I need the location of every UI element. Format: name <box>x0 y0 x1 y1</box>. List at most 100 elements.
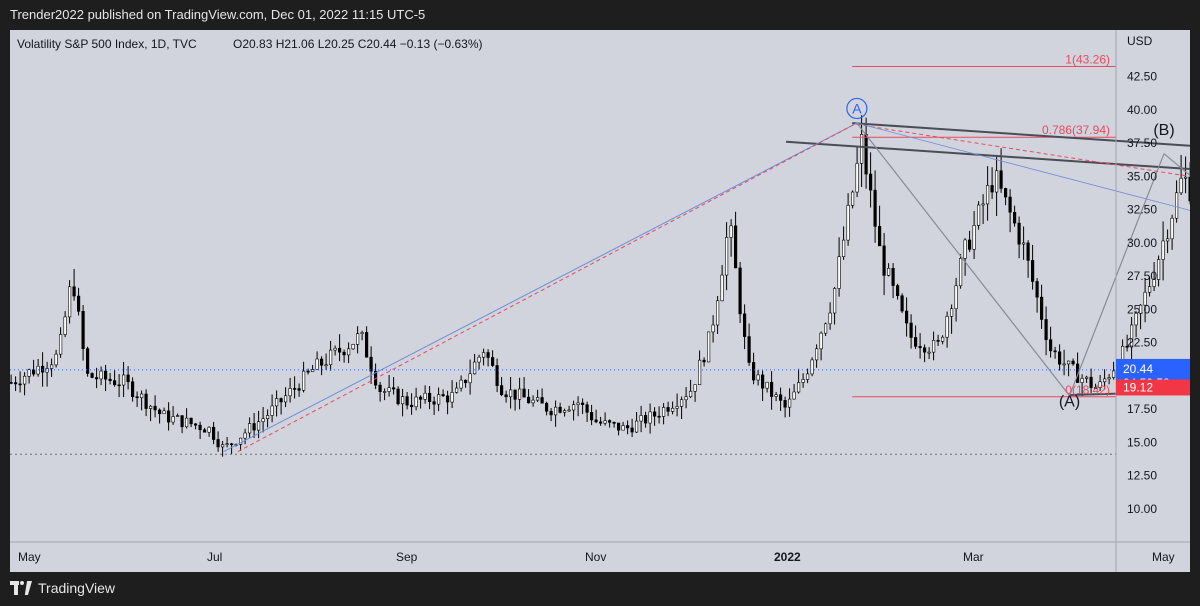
drawings <box>10 65 1190 453</box>
time-axis[interactable]: MayJulSepNov2022MarMayJulSepNov2023Mar <box>18 550 1190 564</box>
candle-body <box>603 420 607 424</box>
candle-body <box>720 274 724 302</box>
candle-body <box>117 384 121 387</box>
candle-body <box>594 419 598 423</box>
candle-body <box>207 426 211 433</box>
candle-body <box>814 348 819 361</box>
candle-body <box>1094 387 1098 389</box>
x-tick-label: Nov <box>585 550 606 564</box>
chart-panel[interactable]: 1(43.26)0.786(37.94)0(18.42)0(26.57)0.5(… <box>10 30 1190 572</box>
x-tick-label: May <box>1152 550 1175 564</box>
candle-body <box>1130 324 1134 348</box>
candle-body <box>328 349 333 366</box>
candle-body <box>203 429 207 433</box>
candle-body <box>1188 176 1190 202</box>
candle-body <box>342 351 346 356</box>
candle-body <box>436 394 441 405</box>
candle-body <box>783 400 787 408</box>
candle-body <box>1098 381 1102 388</box>
candle-body <box>1067 360 1071 365</box>
candle-body <box>828 312 832 325</box>
candle-body <box>288 388 292 397</box>
candle-body <box>292 388 297 390</box>
candle-body <box>612 422 616 424</box>
candle-body <box>1044 319 1048 341</box>
candle-body <box>504 394 508 398</box>
candle-body <box>819 332 823 350</box>
candle-body <box>423 392 427 400</box>
x-tick-label: Jul <box>207 550 222 564</box>
candle-body <box>904 310 909 324</box>
candle-body <box>607 420 612 423</box>
y-tick-label: 35.00 <box>1127 169 1157 183</box>
candle-body <box>153 405 157 411</box>
vix-chart[interactable]: 1(43.26)0.786(37.94)0(18.42)0(26.57)0.5(… <box>10 30 1190 572</box>
candle-body <box>616 422 621 431</box>
candle-body <box>535 397 540 401</box>
candle-body <box>927 351 931 354</box>
wave-zigzag <box>856 122 1070 397</box>
candle-body <box>729 225 733 238</box>
wave-label: (B) <box>1153 122 1174 139</box>
candle-body <box>1035 281 1039 298</box>
candle-body <box>490 357 495 366</box>
candle-body <box>738 267 742 315</box>
candle-body <box>661 407 666 417</box>
candle-body <box>832 288 837 314</box>
y-tick-label: 17.50 <box>1127 402 1157 416</box>
candle-body <box>517 388 522 400</box>
candle-body <box>1017 222 1021 245</box>
candle-body <box>54 353 58 366</box>
candle-body <box>1026 242 1030 261</box>
price-axis[interactable]: 42.50 40.00 37.50 35.00 32.50 30.00 27.50 25.00… <box>1116 70 1190 516</box>
candle-body <box>931 340 936 353</box>
y-tick-label: 25.00 <box>1127 302 1157 316</box>
candle-body <box>418 396 423 400</box>
red-dashed-trend <box>856 123 1190 177</box>
tradingview-logo-icon <box>10 581 32 595</box>
candle-body <box>486 352 490 358</box>
candle-body <box>27 369 31 377</box>
candle-body <box>765 381 769 389</box>
candle-body <box>868 173 873 191</box>
candle-body <box>630 427 634 433</box>
candle-body <box>945 316 949 338</box>
candle-body <box>445 395 450 403</box>
candle-body <box>940 336 945 342</box>
candle-body <box>985 185 990 205</box>
y-tick-label: 15.00 <box>1127 435 1157 449</box>
candle-body <box>549 410 553 416</box>
candle-body <box>837 256 841 289</box>
candle-body <box>104 370 108 380</box>
drawing-labels: 1(43.26)0.786(37.94)0(18.42)0(26.57)0.5(… <box>846 52 1175 410</box>
candle-body <box>360 332 364 334</box>
ohlc-readout: O20.83 H21.06 L20.25 C20.44 −0.13 (−0.63… <box>233 37 483 51</box>
candle-body <box>1080 378 1084 383</box>
candle-body <box>77 295 81 312</box>
candle-body <box>369 356 373 372</box>
candle-body <box>441 394 445 397</box>
candle-body <box>23 375 27 385</box>
candle-body <box>1103 378 1107 383</box>
candle-body <box>459 379 463 389</box>
candle-body <box>936 340 940 342</box>
x-tick-label: Sep <box>396 550 418 564</box>
ref-price-badge <box>1116 379 1190 396</box>
candle-body <box>774 394 778 397</box>
candle-body <box>873 189 877 227</box>
candle-body <box>108 378 112 381</box>
tradingview-brand[interactable]: TradingView <box>10 580 115 596</box>
candle-body <box>724 237 729 276</box>
candle-body <box>877 226 882 247</box>
candle-body <box>864 134 868 175</box>
candle-body <box>463 379 468 384</box>
candle-body <box>1112 370 1116 378</box>
candle-body <box>711 324 715 333</box>
candle-body <box>963 239 967 259</box>
candle-body <box>144 393 148 409</box>
candle-body <box>715 300 720 326</box>
candle-body <box>499 385 504 396</box>
candle-body <box>432 401 436 405</box>
candle-body <box>216 439 220 448</box>
candle-body <box>243 432 247 439</box>
